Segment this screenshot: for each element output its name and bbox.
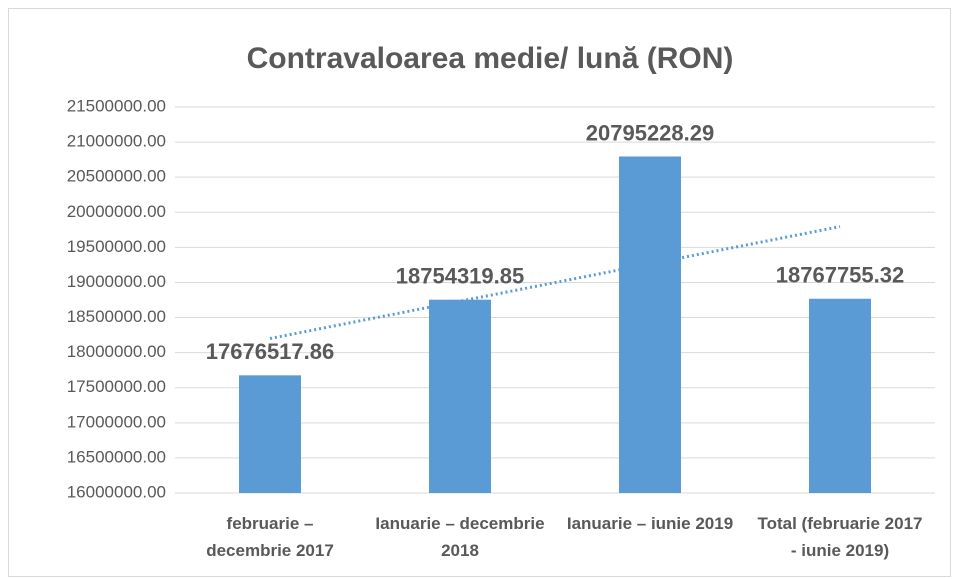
y-tick-label: 16000000.00 xyxy=(67,482,166,501)
y-tick-label: 20500000.00 xyxy=(67,167,166,186)
x-tick-label: Ianuarie – iunie 2019 xyxy=(566,514,734,533)
y-tick-label: 17000000.00 xyxy=(67,412,166,431)
y-tick-label: 18500000.00 xyxy=(67,307,166,326)
bar xyxy=(239,375,301,493)
x-tick-label: Total (februarie 2017 - iunie 2019) xyxy=(757,514,923,560)
y-tick-label: 19500000.00 xyxy=(67,237,166,256)
y-tick-label: 21000000.00 xyxy=(67,132,166,151)
y-tick-label: 16500000.00 xyxy=(67,447,166,466)
y-tick-label: 18000000.00 xyxy=(67,342,166,361)
bar xyxy=(809,298,871,493)
data-label: 18767755.32 xyxy=(776,263,904,288)
y-tick-label: 17500000.00 xyxy=(67,377,166,396)
bar xyxy=(619,156,681,493)
chart-title: Contravaloarea medie/ lună (RON) xyxy=(247,42,734,75)
trendline xyxy=(269,225,841,340)
data-label: 17676517.86 xyxy=(206,339,334,364)
x-tick-label: februarie – decembrie 2017 xyxy=(206,514,334,560)
y-tick-label: 20000000.00 xyxy=(67,202,166,221)
y-tick-label: 21500000.00 xyxy=(67,96,166,115)
y-tick-label: 19000000.00 xyxy=(67,272,166,291)
x-tick-label: Ianuarie – decembrie 2018 xyxy=(375,514,545,560)
bar xyxy=(429,299,491,493)
data-label: 18754319.85 xyxy=(396,264,524,289)
data-label: 20795228.29 xyxy=(586,120,714,145)
